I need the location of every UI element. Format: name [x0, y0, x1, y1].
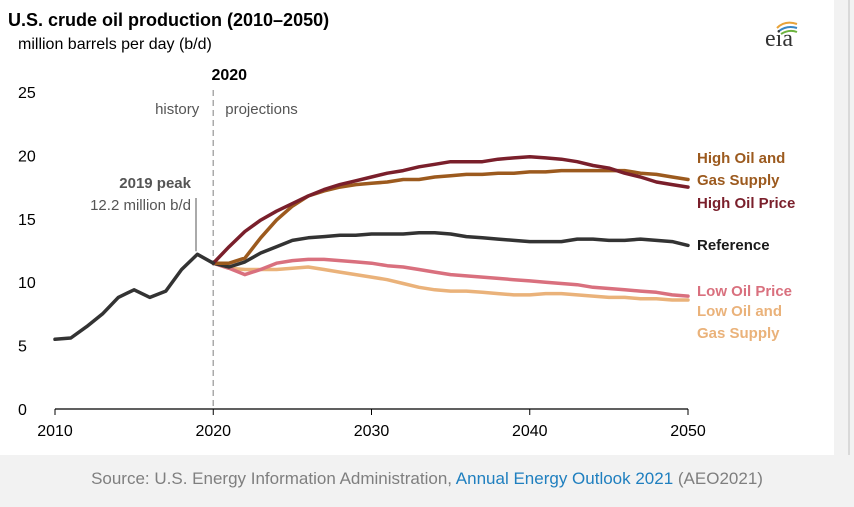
y-tick-label: 5 [18, 339, 27, 356]
eia-logo-text: eia [765, 26, 793, 52]
y-tick-label: 10 [18, 275, 36, 292]
line-chart: 2010 2020 2030 2040 2050 0 5 10 15 20 25 2020 hist… [18, 67, 795, 440]
chart-subtitle: million barrels per day (b/d) [18, 36, 212, 53]
series-line-reference [211, 230, 690, 269]
legend-label: High Oil Price [697, 195, 795, 212]
x-tick-label: 2020 [195, 423, 231, 440]
chart-card: U.S. crude oil production (2010–2050) mi… [0, 0, 834, 455]
legend-label: Low Oil Price [697, 283, 792, 300]
series-line-low-oil-price [211, 257, 690, 298]
chart-axes: 2010 2020 2030 2040 2050 0 5 10 15 20 25 [18, 85, 706, 440]
series-line-high-oil-and-gas-supply [211, 168, 690, 265]
chart-annotations: 2020 history projections 2019 peak 12.2 … [90, 67, 298, 409]
x-tick-label: 2050 [670, 423, 706, 440]
eia-logo-icon: eia [763, 18, 805, 52]
source-link[interactable]: Annual Energy Outlook 2021 [455, 469, 674, 488]
legend-label: Reference [697, 237, 770, 254]
y-tick-label: 0 [18, 402, 27, 419]
source-suffix: (AEO2021) [673, 469, 763, 488]
legend: High Oil and Gas Supply High Oil Price Refe… [697, 150, 795, 342]
x-tick-label: 2040 [512, 423, 548, 440]
legend-label: Gas Supply [697, 172, 780, 189]
chart-title: U.S. crude oil production (2010–2050) [8, 10, 330, 30]
panel-border [848, 0, 850, 455]
legend-label: Gas Supply [697, 325, 780, 342]
legend-label: High Oil and [697, 150, 785, 167]
y-tick-label: 15 [18, 212, 36, 229]
series-line-history [53, 252, 216, 342]
series-line-high-oil-price [211, 154, 690, 265]
source-note: Source: U.S. Energy Information Administ… [0, 455, 854, 507]
peak-annotation-title: 2019 peak [119, 175, 191, 192]
legend-label: Low Oil and [697, 303, 782, 320]
projections-label: projections [225, 101, 298, 118]
source-prefix: Source: U.S. Energy Information Administ… [91, 469, 456, 488]
peak-annotation-value: 12.2 million b/d [90, 197, 191, 214]
x-tick-label: 2010 [37, 423, 73, 440]
y-tick-label: 25 [18, 85, 36, 102]
series-layer [53, 154, 690, 342]
y-tick-label: 20 [18, 148, 36, 165]
history-label: history [155, 101, 200, 118]
year-marker-label: 2020 [211, 67, 247, 84]
x-tick-label: 2030 [354, 423, 390, 440]
series-line-low-oil-and-gas-supply [211, 261, 690, 302]
eia-logo-arcs [776, 21, 798, 35]
